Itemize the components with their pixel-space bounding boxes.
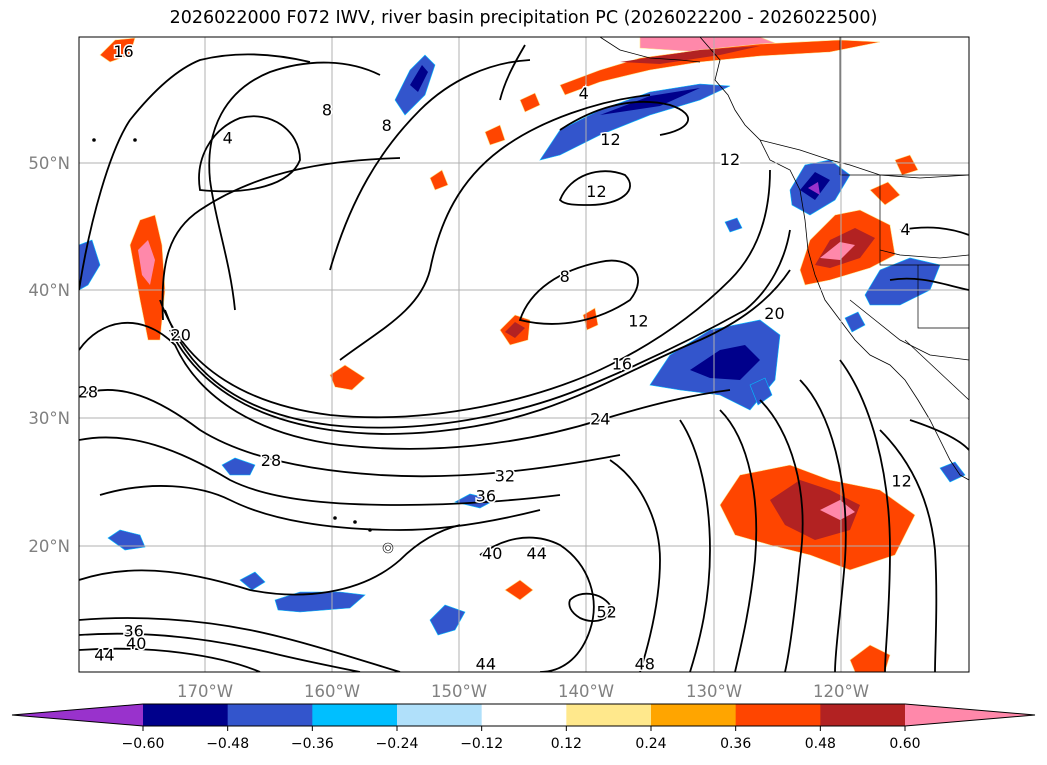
- colorbar-tick-label: −0.24: [376, 736, 419, 752]
- contour-label: 36: [123, 621, 143, 640]
- contour-label: 28: [261, 451, 281, 470]
- contour-label: 4: [900, 220, 910, 239]
- lat-label-30n: 30°N: [28, 409, 70, 428]
- island-outlines: [92, 138, 394, 554]
- contour-label: 28: [78, 383, 98, 402]
- colorbar-segment: [481, 704, 567, 726]
- contour-label: 44: [476, 654, 496, 673]
- colorbar-segment: [143, 704, 229, 726]
- colorbar: [11, 703, 1036, 727]
- borders: [839, 37, 969, 401]
- colorbar-tick-label: −0.12: [460, 736, 503, 752]
- lon-label-150w: 150°W: [431, 682, 487, 701]
- lat-labels: 50°N 40°N 30°N 20°N: [28, 154, 70, 556]
- contour-label: 12: [628, 311, 648, 330]
- contour-label: 16: [113, 42, 133, 61]
- contour-label: 12: [720, 150, 740, 169]
- contour-label: 20: [171, 325, 191, 344]
- colorbar-segment: [397, 704, 483, 726]
- contour-label: 12: [600, 130, 620, 149]
- lat-label-40n: 40°N: [28, 281, 70, 300]
- lat-label-50n: 50°N: [28, 154, 70, 173]
- lon-label-120w: 120°W: [813, 682, 869, 701]
- contour-label: 4: [579, 84, 589, 103]
- colorbar-segment: [651, 704, 737, 726]
- contour-label: 20: [764, 304, 784, 323]
- contour-label: 24: [590, 409, 610, 428]
- colorbar-tick-label: −0.48: [206, 736, 249, 752]
- precip-patches: [79, 37, 966, 672]
- colorbar-ticks: −0.60 −0.48 −0.36 −0.24 −0.12 0.12 0.24 0.36 0.4…: [122, 726, 921, 752]
- contour-label: 52: [596, 602, 616, 621]
- iwv-contours: [79, 44, 969, 672]
- colorbar-tick-label: −0.36: [291, 736, 334, 752]
- map-frame: [78, 36, 970, 673]
- colorbar-extend-low: [12, 704, 143, 726]
- colorbar-tick-label: 0.36: [720, 736, 751, 752]
- contour-label: 16: [612, 355, 632, 374]
- lon-label-170w: 170°W: [177, 682, 233, 701]
- contour-label: 12: [891, 472, 911, 491]
- contour-label: 32: [495, 466, 515, 485]
- map-title: 2026022000 F072 IWV, river basin precipi…: [169, 8, 878, 28]
- colorbar-segment: [735, 704, 821, 726]
- colorbar-tick-label: 0.12: [551, 736, 582, 752]
- contour-label: 44: [94, 645, 114, 664]
- lon-labels: 170°W 160°W 150°W 140°W 130°W 120°W: [177, 682, 869, 701]
- contour-label: 8: [382, 116, 392, 135]
- colorbar-segment: [820, 704, 906, 726]
- contour-label: 48: [635, 654, 655, 673]
- contour-label: 40: [482, 544, 502, 563]
- contour-label: 8: [322, 101, 332, 120]
- lat-label-20n: 20°N: [28, 537, 70, 556]
- colorbar-tick-label: 0.24: [635, 736, 666, 752]
- colorbar-segment: [227, 704, 313, 726]
- lon-label-160w: 160°W: [304, 682, 360, 701]
- colorbar-tick-label: −0.60: [122, 736, 165, 752]
- contour-label: 4: [223, 129, 233, 148]
- colorbar-segment: [312, 704, 398, 726]
- colorbar-tick-label: 0.60: [889, 736, 920, 752]
- contour-label: 40: [126, 634, 146, 653]
- contour-label: 8: [560, 267, 570, 286]
- contour-label: 44: [527, 544, 547, 563]
- contour-label: 36: [476, 487, 496, 506]
- colorbar-segment: [566, 704, 652, 726]
- lon-label-140w: 140°W: [558, 682, 614, 701]
- colorbar-tick-label: 0.48: [805, 736, 836, 752]
- colorbar-extend-high: [905, 704, 1035, 726]
- lon-label-130w: 130°W: [686, 682, 742, 701]
- contour-label: 12: [586, 182, 606, 201]
- gridlines: [79, 37, 969, 672]
